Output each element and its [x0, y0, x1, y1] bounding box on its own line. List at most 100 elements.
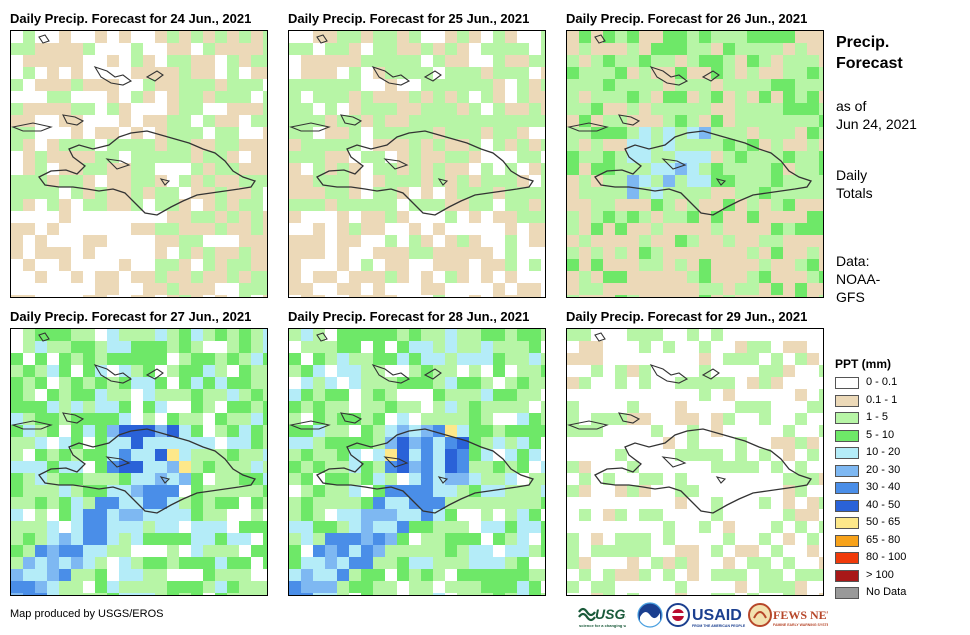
coastline-segment [715, 476, 727, 484]
as-of-line1: as of [836, 98, 867, 114]
fewsnet-logo: FEWS NET FAMINE EARLY WARNING SYSTEMS NE… [748, 600, 854, 630]
island-outline [594, 428, 813, 514]
legend-label: > 100 [866, 568, 894, 581]
panel-title: Daily Precip. Forecast for 27 Jun., 2021 [10, 309, 252, 324]
island-outline [38, 428, 257, 514]
legend-label: 1 - 5 [866, 411, 889, 423]
coastline-segment [316, 332, 328, 342]
usaid-logo-text: USAID [692, 607, 742, 624]
precip-grid [11, 31, 267, 297]
coastline-segment [316, 34, 328, 44]
panel-title: Daily Precip. Forecast for 24 Jun., 2021 [10, 11, 252, 26]
coastline-segment [715, 178, 727, 186]
coastline-segment [437, 178, 449, 186]
legend-label: 65 - 80 [866, 533, 901, 546]
legend-label: 80 - 100 [866, 551, 907, 563]
precip-grid [289, 31, 545, 297]
data-line3: GFS [836, 289, 865, 305]
island-outline [316, 428, 535, 514]
svg-text:science for a changing world: science for a changing world [579, 623, 626, 628]
legend-item: 0 - 0.1 [835, 375, 897, 393]
coastline-segment [105, 158, 131, 170]
legend-swatch [835, 552, 859, 564]
svg-text:FAMINE EARLY WARNING SYSTEMS N: FAMINE EARLY WARNING SYSTEMS NETWORK [773, 623, 828, 627]
coastline-segment [618, 114, 641, 126]
precip-map [566, 328, 824, 596]
as-of-date: as of Jun 24, 2021 [836, 97, 917, 133]
svg-text:FROM THE AMERICAN PEOPLE: FROM THE AMERICAN PEOPLE [692, 624, 746, 628]
noaa-logo [636, 600, 664, 630]
coastline-segment [62, 114, 85, 126]
legend-item: 1 - 5 [835, 410, 891, 428]
panel-title: Daily Precip. Forecast for 25 Jun., 2021 [288, 11, 530, 26]
precip-grid [567, 31, 823, 297]
precip-grid [567, 329, 823, 595]
legend-swatch [835, 377, 859, 389]
legend-swatch [835, 482, 859, 494]
legend-swatch [835, 464, 859, 477]
coastline-segment [62, 412, 85, 424]
daily-line2: Totals [836, 185, 873, 201]
coastline-segment [701, 368, 720, 380]
legend-swatch [835, 412, 859, 424]
precip-grid [289, 329, 545, 595]
coastline-segment [105, 456, 131, 468]
usaid-logo: USAID FROM THE AMERICAN PEOPLE [666, 600, 746, 630]
coastline-segment [661, 456, 687, 468]
coastline-segment [649, 66, 689, 86]
coastline-segment [618, 412, 641, 424]
legend-swatch [835, 517, 859, 529]
legend-item: 80 - 100 [835, 550, 906, 568]
coastline-segment [289, 420, 331, 430]
coastline-segment [371, 364, 411, 384]
panel-title: Daily Precip. Forecast for 28 Jun., 2021 [288, 309, 530, 324]
coastline-segment [661, 158, 687, 170]
legend-item: 20 - 30 [835, 463, 900, 481]
legend-item: 10 - 20 [835, 445, 900, 463]
daily-totals-note: Daily Totals [836, 166, 873, 202]
coastline-segment [340, 114, 363, 126]
legend-swatch [835, 447, 859, 459]
island-outline [594, 130, 813, 216]
legend-item: 0.1 - 1 [835, 393, 897, 411]
legend-swatch [835, 394, 859, 407]
coastline-segment [423, 70, 442, 82]
legend-swatch [835, 587, 859, 599]
map-credit: Map produced by USGS/EROS [10, 608, 164, 620]
legend-title: PPT (mm) [835, 357, 892, 371]
legend-label: No Data [866, 586, 907, 598]
precip-map [288, 30, 546, 298]
coastline-segment [11, 420, 53, 430]
agency-logos: USGS science for a changing world USAID … [578, 600, 854, 630]
island-outline [316, 130, 535, 216]
map-title-line1: Precip. [836, 34, 890, 51]
legend-item: 5 - 10 [835, 428, 894, 446]
coastline-segment [567, 122, 609, 132]
data-line2: NOAA- [836, 271, 881, 287]
coastline-segment [594, 332, 606, 342]
legend-label: 30 - 40 [866, 481, 901, 493]
legend-item: No Data [835, 585, 906, 603]
legend-swatch [835, 569, 859, 582]
legend-item: 50 - 65 [835, 515, 900, 533]
legend-swatch [835, 534, 859, 547]
precip-map [566, 30, 824, 298]
as-of-line2: Jun 24, 2021 [836, 116, 917, 132]
coastline-segment [38, 34, 50, 44]
coastline-segment [383, 456, 409, 468]
coastline-segment [159, 476, 171, 484]
coastline-segment [93, 66, 133, 86]
coastline-segment [594, 34, 606, 44]
panel-title: Daily Precip. Forecast for 26 Jun., 2021 [566, 11, 808, 26]
data-source-note: Data: NOAA- GFS [836, 252, 880, 306]
legend-label: 40 - 50 [866, 498, 901, 511]
legend-label: 50 - 65 [866, 516, 901, 528]
coastline-segment [567, 420, 609, 430]
island-outline [38, 130, 257, 216]
coastline-segment [437, 476, 449, 484]
coastline-segment [93, 364, 133, 384]
usgs-logo-text: USGS [595, 606, 626, 622]
coastline-segment [423, 368, 442, 380]
precip-grid [11, 329, 267, 595]
map-title: Precip. Forecast [836, 32, 903, 74]
